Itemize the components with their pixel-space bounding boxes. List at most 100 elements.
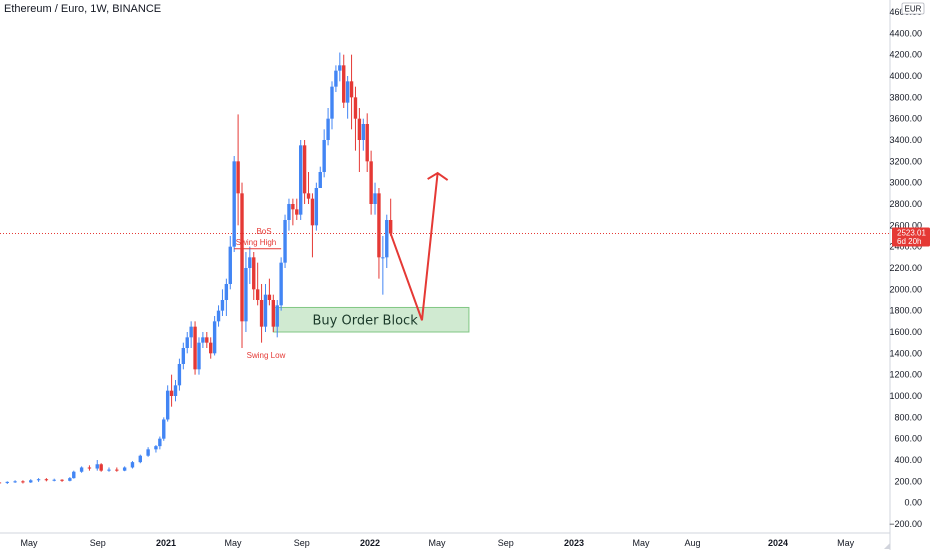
y-tick-label: −200.00 <box>889 519 922 529</box>
candle-body <box>146 449 150 456</box>
x-tick-label: May <box>225 538 243 548</box>
candle <box>5 481 9 484</box>
y-tick-label: 1200.00 <box>889 370 922 380</box>
candle <box>158 436 162 450</box>
candle-body <box>252 257 256 290</box>
candle <box>216 305 221 327</box>
candle-body <box>326 118 330 140</box>
candle <box>349 54 354 130</box>
candle-body <box>68 478 72 481</box>
x-tick-label: May <box>429 538 447 548</box>
candle <box>44 478 49 482</box>
candle <box>173 380 178 402</box>
candle <box>201 332 205 348</box>
time-axis[interactable]: May Sep 2021 May Sep 2022 May Sep 2023 May Aug 2024… <box>0 532 890 549</box>
candle <box>377 188 381 279</box>
buy-order-block[interactable] <box>272 306 470 333</box>
candle-body <box>79 467 84 472</box>
candle-body <box>232 161 236 247</box>
candle <box>334 65 338 92</box>
candle-body <box>345 81 350 103</box>
candle <box>342 54 346 108</box>
candle <box>154 445 158 453</box>
y-tick-label: 400.00 <box>894 455 922 465</box>
candle-body <box>169 390 174 396</box>
y-tick-label: 3000.00 <box>889 178 922 188</box>
candle-body <box>138 455 142 463</box>
x-tick-label: 2024 <box>768 538 788 548</box>
candle-body <box>381 257 385 259</box>
price-axis[interactable]: 4600.004400.004200.004000.003800.003600.… <box>889 0 930 550</box>
axis-corner-icon[interactable] <box>884 543 890 549</box>
y-tick-label: 2000.00 <box>889 284 922 294</box>
candle <box>130 461 135 469</box>
currency-label: EUR <box>905 5 922 14</box>
candle-body <box>310 198 315 226</box>
swing-low-label: Swing Low <box>247 351 286 360</box>
candle-body <box>29 480 33 483</box>
y-tick-label: 200.00 <box>894 476 922 486</box>
candle <box>373 182 377 215</box>
candle <box>13 480 17 483</box>
candle-body <box>177 364 182 386</box>
x-tick-label: Sep <box>498 538 514 548</box>
candle <box>60 479 64 482</box>
candle <box>95 460 99 471</box>
candle-body <box>162 419 166 439</box>
y-tick-label: 2200.00 <box>889 263 922 273</box>
candle-body <box>224 284 229 300</box>
candle <box>314 182 319 231</box>
x-tick-label: Sep <box>294 538 310 548</box>
candle-body <box>275 305 279 327</box>
candle-body <box>13 481 17 483</box>
candle-body <box>0 482 2 484</box>
candle-body <box>181 348 186 364</box>
candles-layer <box>0 52 393 484</box>
candle <box>146 447 150 457</box>
y-tick-label: 600.00 <box>894 434 922 444</box>
candle <box>185 332 189 354</box>
candle <box>385 214 389 268</box>
candle-body <box>107 469 111 471</box>
candle-body <box>318 172 322 188</box>
candle <box>248 246 252 284</box>
candle-body <box>377 193 381 258</box>
candle-body <box>87 467 92 469</box>
candle <box>298 140 303 220</box>
annotations-layer: BoS Swing High Swing Low <box>234 171 449 360</box>
current-price-badge <box>892 227 930 247</box>
y-tick-label: 1000.00 <box>889 391 922 401</box>
candle <box>193 321 197 375</box>
currency-badge[interactable] <box>901 2 925 15</box>
candle <box>197 337 201 375</box>
bos-label: BoS <box>256 227 271 236</box>
candle-body <box>130 462 135 468</box>
candle-body <box>287 204 291 220</box>
candle-body <box>365 124 369 162</box>
candle-body <box>255 289 260 300</box>
candle <box>330 81 334 130</box>
candle <box>287 198 291 231</box>
candle <box>52 478 56 482</box>
candle-body <box>385 220 389 258</box>
candle-body <box>334 70 338 87</box>
candle <box>162 417 166 441</box>
candle-body <box>205 337 209 343</box>
projection-path[interactable] <box>389 172 439 321</box>
candle <box>291 198 295 226</box>
candle-body <box>342 65 346 103</box>
candle <box>365 113 369 172</box>
candle <box>263 284 268 332</box>
candle <box>189 321 193 348</box>
candle <box>259 284 264 343</box>
candle <box>205 332 209 348</box>
candle <box>295 198 299 220</box>
x-tick-label: Aug <box>684 538 700 548</box>
candle-body <box>298 145 303 215</box>
x-tick-label: May <box>633 538 651 548</box>
candle-body <box>201 337 205 343</box>
y-tick-label: 3800.00 <box>889 92 922 102</box>
candle <box>322 129 326 178</box>
candle <box>369 150 373 215</box>
candle-body <box>173 385 178 396</box>
